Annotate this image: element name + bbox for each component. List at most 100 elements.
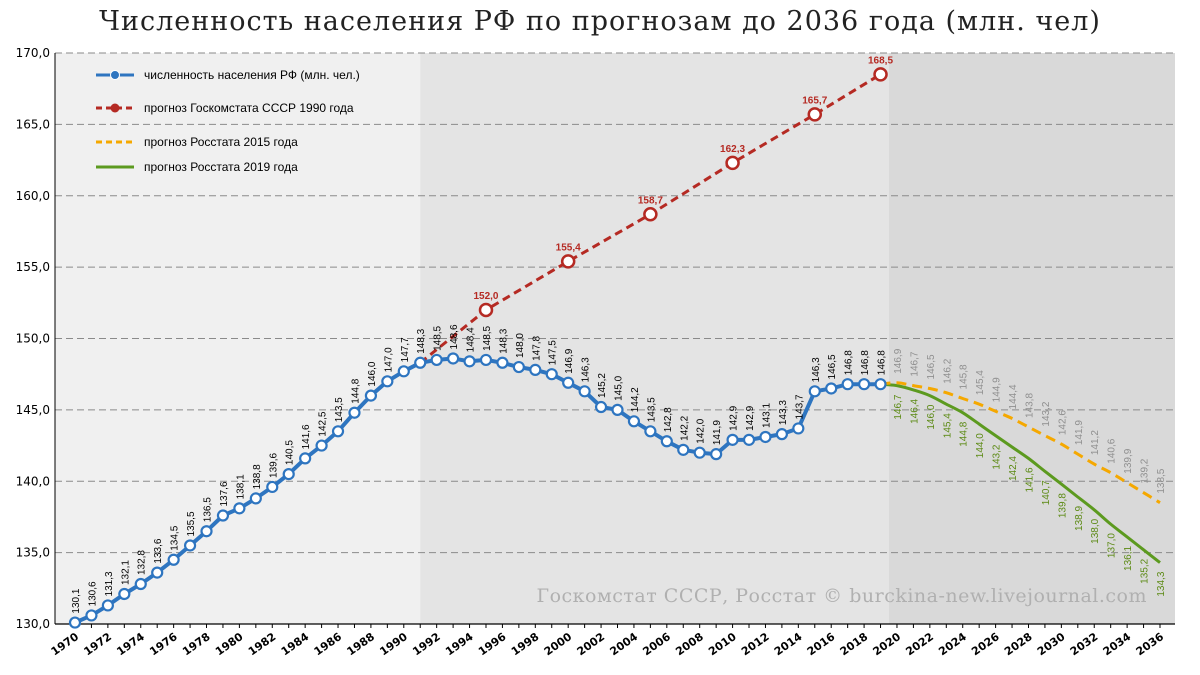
actual-point (134, 577, 147, 591)
actual-point (216, 509, 230, 522)
rosstat-2019-data-label: 134,3 (1156, 571, 1167, 596)
x-tick-label: 2036 (1134, 630, 1167, 658)
actual-point (644, 425, 657, 438)
actual-point (249, 492, 262, 505)
actual-point (710, 448, 723, 461)
rosstat-2015-data-label: 139,9 (1123, 448, 1134, 473)
actual-point (562, 376, 575, 389)
x-tick-label: 2016 (805, 630, 838, 658)
x-tick-label: 2018 (838, 630, 871, 658)
actual-data-label: 139,6 (268, 452, 279, 477)
actual-data-label: 148,4 (466, 327, 477, 352)
rosstat-2019-data-label: 146,4 (909, 398, 920, 423)
actual-data-label: 146,9 (564, 348, 575, 373)
actual-data-label: 148,5 (482, 325, 493, 350)
actual-data-label: 135,5 (186, 511, 197, 536)
rosstat-2019-data-label: 142,4 (1008, 456, 1019, 481)
x-tick-label: 2012 (739, 630, 772, 658)
legend-label: численность населения РФ (млн. чел.) (144, 68, 360, 82)
x-tick-label: 1976 (147, 630, 180, 658)
actual-data-label: 147,5 (548, 340, 559, 365)
actual-data-label: 146,3 (811, 357, 822, 382)
actual-point (857, 378, 871, 391)
x-tick-label: 1992 (410, 630, 443, 658)
x-tick-label: 2010 (706, 630, 739, 658)
x-tick-label: 1986 (312, 630, 345, 658)
actual-point (726, 433, 739, 446)
actual-data-label: 132,8 (137, 550, 148, 575)
rosstat-2015-data-label: 144,4 (1008, 384, 1019, 409)
legend-marker (110, 103, 120, 113)
y-tick-label: 165,0 (16, 117, 50, 131)
goskomstat-1990-point (807, 107, 823, 122)
actual-data-label: 148,0 (515, 333, 526, 358)
actual-data-label: 145,0 (614, 375, 625, 400)
actual-data-label: 138,8 (252, 464, 263, 489)
x-tick-label: 2000 (542, 630, 575, 658)
goskomstat-1990-data-label: 165,7 (802, 95, 827, 106)
actual-point (266, 480, 279, 494)
background-band (888, 53, 1175, 624)
rosstat-2015-data-label: 144,9 (992, 377, 1003, 402)
actual-point (348, 406, 361, 419)
actual-data-label: 142,5 (318, 411, 329, 436)
rosstat-2015-data-label: 139,2 (1140, 458, 1151, 483)
actual-point (578, 385, 591, 398)
actual-data-label: 131,3 (104, 571, 115, 596)
actual-data-label: 146,0 (367, 361, 378, 386)
x-tick-label: 2026 (969, 630, 1002, 658)
rosstat-2015-data-label: 143,2 (1041, 401, 1052, 426)
legend-marker (110, 70, 120, 80)
goskomstat-1990-data-label: 155,4 (556, 242, 581, 253)
actual-point (364, 389, 378, 402)
rosstat-2019-data-label: 144,0 (975, 433, 986, 458)
y-tick-label: 145,0 (16, 403, 50, 417)
x-tick-label: 2002 (575, 630, 608, 658)
x-tick-label: 2024 (936, 630, 969, 658)
actual-data-label: 142,9 (729, 405, 740, 430)
rosstat-2015-data-label: 146,9 (893, 348, 904, 373)
actual-data-label: 146,8 (860, 350, 871, 375)
x-tick-label: 1972 (81, 630, 114, 658)
rosstat-2019-data-label: 140,7 (1041, 480, 1052, 505)
goskomstat-1990-point (478, 302, 494, 318)
actual-point (660, 435, 673, 448)
rosstat-2015-data-label: 141,2 (1090, 430, 1101, 455)
y-tick-label: 155,0 (16, 260, 50, 274)
actual-data-label: 142,8 (663, 407, 674, 432)
rosstat-2015-data-label: 141,9 (1074, 420, 1085, 445)
rosstat-2015-data-label: 145,8 (959, 364, 970, 389)
actual-data-label: 134,5 (170, 525, 181, 550)
actual-data-label: 142,2 (679, 415, 690, 440)
x-tick-label: 2028 (1002, 630, 1035, 658)
actual-point (742, 433, 756, 446)
actual-data-label: 148,3 (498, 328, 509, 353)
actual-data-label: 144,8 (350, 378, 361, 403)
actual-data-label: 147,8 (531, 335, 542, 360)
x-tick-label: 1984 (279, 630, 312, 658)
rosstat-2015-data-label: 146,2 (942, 358, 953, 383)
actual-point (315, 439, 328, 452)
actual-point (479, 353, 493, 367)
series-line-rosstat-2015 (880, 381, 1161, 504)
actual-data-label: 145,2 (597, 373, 608, 398)
rosstat-2015-data-label: 142,6 (1057, 410, 1068, 435)
actual-point (874, 378, 887, 391)
rosstat-2019-data-label: 137,0 (1107, 533, 1118, 558)
actual-data-label: 136,5 (203, 497, 214, 522)
actual-point (414, 356, 427, 369)
rosstat-2019-data-label: 144,8 (959, 421, 970, 446)
actual-data-label: 130,6 (87, 581, 98, 606)
actual-point (151, 566, 164, 579)
actual-point (759, 430, 772, 444)
x-tick-label: 2008 (673, 630, 706, 658)
actual-data-label: 146,8 (844, 350, 855, 375)
x-tick-label: 2022 (903, 630, 936, 658)
actual-point (299, 452, 312, 465)
actual-data-label: 141,6 (301, 424, 312, 449)
actual-point (841, 378, 854, 391)
actual-point (594, 400, 608, 414)
rosstat-2015-data-label: 145,4 (975, 370, 986, 395)
actual-data-label: 138,1 (235, 474, 246, 499)
goskomstat-1990-data-label: 162,3 (720, 144, 745, 155)
